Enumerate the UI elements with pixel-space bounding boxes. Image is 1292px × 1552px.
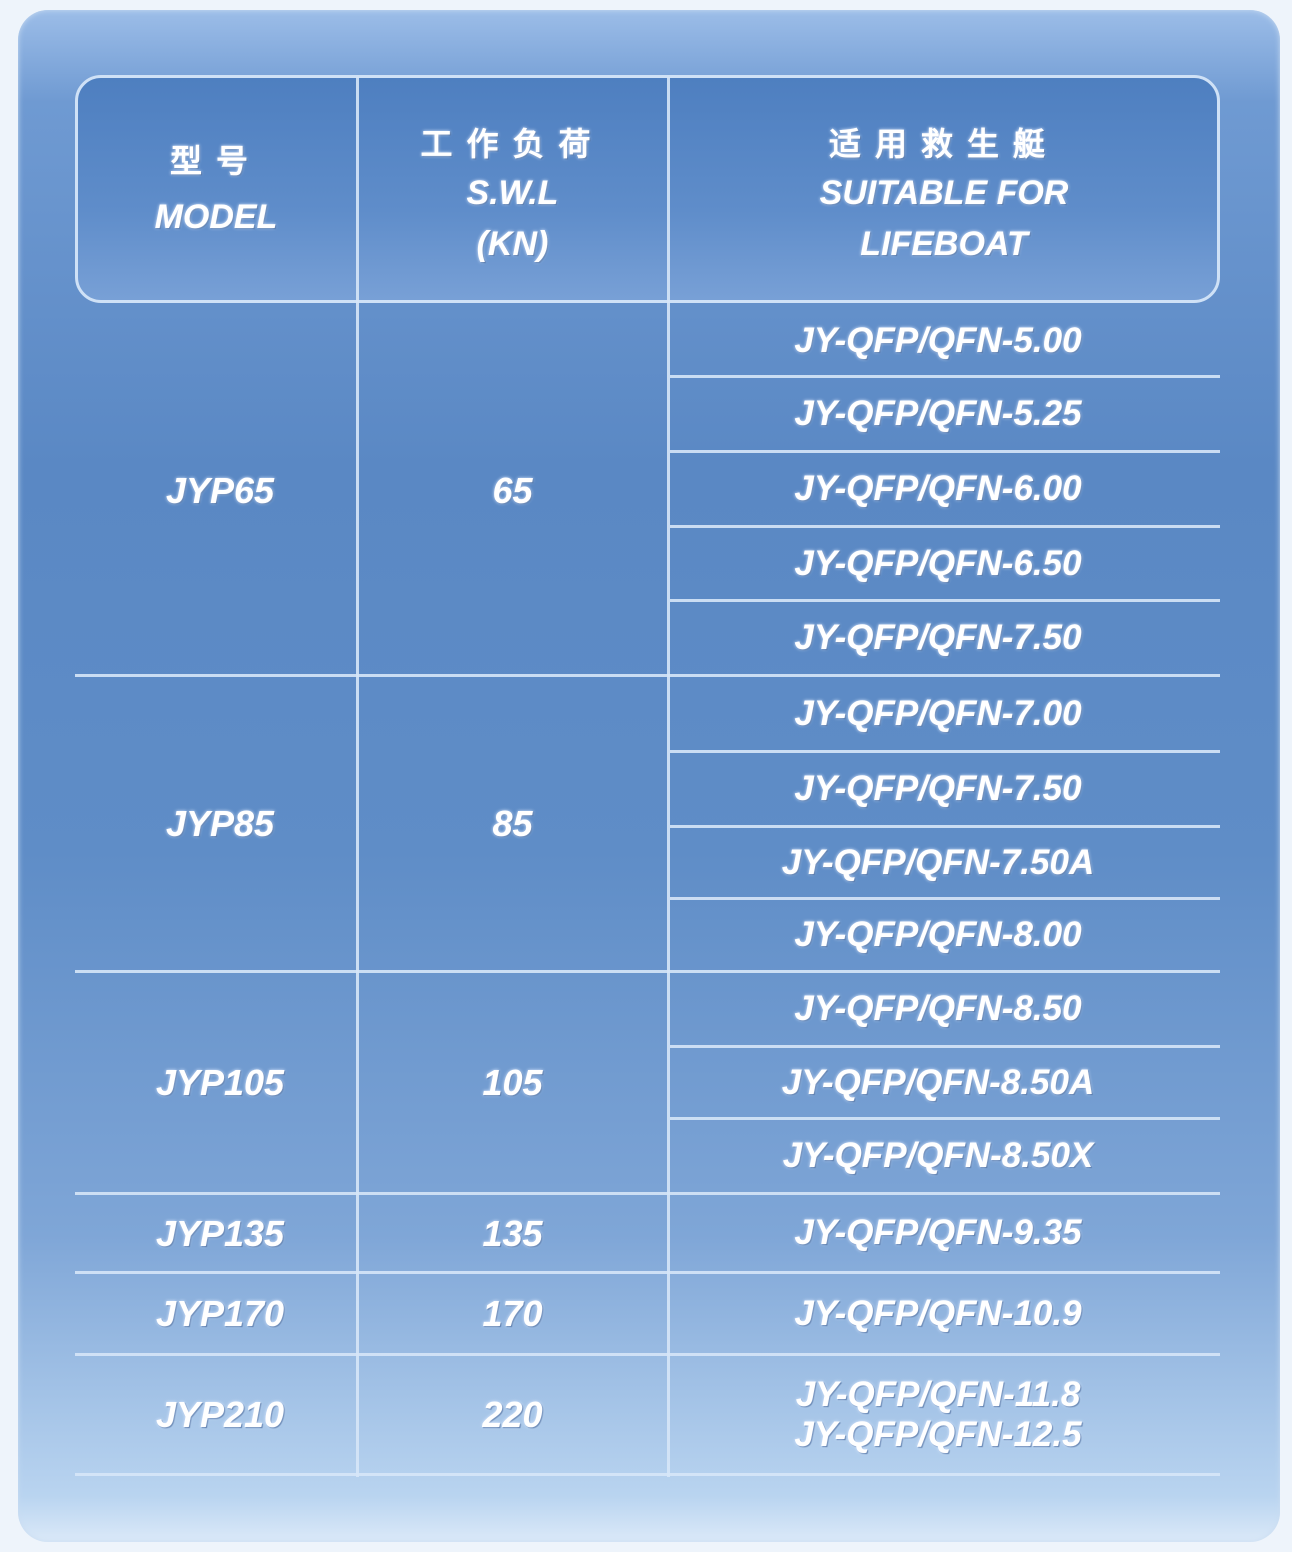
lifeboat-cell: JY-QFP/QFN-8.00 (794, 915, 1082, 955)
lifeboat-cell: JY-QFP/QFN-6.50 (794, 543, 1082, 583)
model-cell: JYP170 (155, 1293, 285, 1335)
header-swl-zh: 工作负荷 (420, 125, 605, 162)
header-model-en: MODEL (154, 197, 278, 236)
header-lifeboat-zh: 适用救生艇 (828, 125, 1059, 162)
row-divider (670, 825, 1220, 828)
swl-cell: 65 (492, 469, 533, 511)
header-model-zh: 型号 (169, 143, 262, 180)
lifeboat-cell: JY-QFP/QFN-5.00 (794, 320, 1082, 360)
lifeboat-cell: JY-QFP/QFN-5.25 (794, 394, 1082, 434)
model-cell: JYP85 (165, 803, 275, 845)
lifeboat-cell: JY-QFP/QFN-8.50A (781, 1062, 1095, 1102)
header-swl-unit: (KN) (476, 225, 549, 264)
row-divider (670, 1045, 1220, 1048)
group-divider (75, 1192, 1220, 1195)
row-divider (670, 897, 1220, 900)
table-header (75, 75, 1220, 303)
row-divider (670, 450, 1220, 453)
model-cell: JYP135 (155, 1212, 285, 1254)
group-divider (75, 1271, 1220, 1274)
lifeboat-cell: JY-QFP/QFN-6.00 (794, 469, 1082, 509)
swl-cell: 85 (492, 803, 533, 845)
lifeboat-cell: JY-QFP/QFN-8.50 (794, 989, 1082, 1029)
lifeboat-cell: JY-QFP/QFN-7.50 (794, 618, 1082, 658)
lifeboat-cell: JY-QFP/QFN-11.8 JY-QFP/QFN-12.5 (794, 1374, 1082, 1454)
row-divider (670, 1117, 1220, 1120)
group-divider (75, 1473, 1220, 1476)
model-cell: JYP65 (165, 469, 275, 511)
lifeboat-cell: JY-QFP/QFN-10.9 (794, 1293, 1082, 1333)
row-divider (670, 525, 1220, 528)
lifeboat-cell: JY-QFP/QFN-7.00 (794, 693, 1082, 733)
header-swl-en: S.W.L (466, 174, 559, 213)
swl-cell: 170 (482, 1293, 543, 1335)
model-cell: JYP210 (155, 1394, 285, 1436)
group-divider (75, 674, 1220, 677)
header-lifeboat-en1: SUITABLE FOR (819, 174, 1069, 213)
lifeboat-cell: JY-QFP/QFN-8.50X (782, 1136, 1094, 1176)
swl-cell: 105 (482, 1062, 543, 1104)
group-divider (75, 1353, 1220, 1356)
swl-cell: 135 (482, 1212, 543, 1254)
header-model: 型号 MODEL (75, 100, 357, 280)
model-cell: JYP105 (155, 1062, 285, 1104)
group-divider (75, 970, 1220, 973)
lifeboat-cell: JY-QFP/QFN-7.50 (794, 769, 1082, 809)
row-divider (670, 599, 1220, 602)
swl-cell: 220 (482, 1394, 543, 1436)
header-lifeboat: 适用救生艇 SUITABLE FOR LIFEBOAT (668, 100, 1220, 290)
lifeboat-cell: JY-QFP/QFN-9.35 (794, 1213, 1082, 1253)
header-lifeboat-en2: LIFEBOAT (860, 225, 1028, 264)
header-swl: 工作负荷 S.W.L (KN) (357, 100, 668, 290)
column-divider (356, 77, 359, 1477)
column-divider (667, 77, 670, 1477)
lifeboat-cell: JY-QFP/QFN-7.50A (781, 842, 1095, 882)
row-divider (670, 750, 1220, 753)
row-divider (670, 375, 1220, 378)
